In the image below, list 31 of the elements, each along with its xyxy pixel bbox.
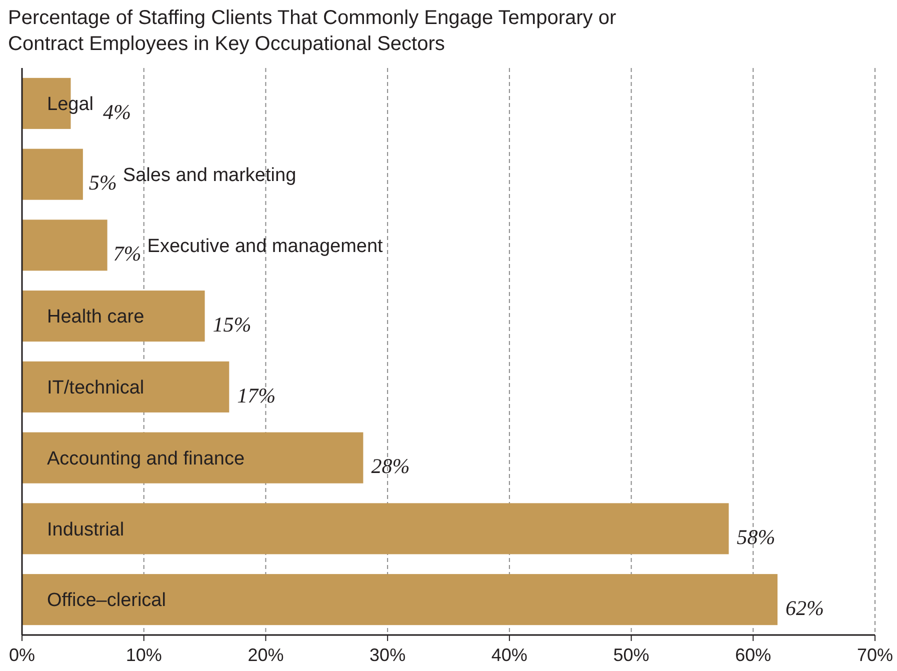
y-tick-label: Health care <box>47 306 144 328</box>
y-tick-label: Executive and management <box>147 236 384 257</box>
x-tick-label: 20% <box>248 645 284 665</box>
x-tick-label: 50% <box>613 645 650 665</box>
x-tick-label: 30% <box>370 645 406 665</box>
x-tick-label: 10% <box>126 645 162 665</box>
data-label: 28% <box>371 454 410 478</box>
bar <box>22 290 205 342</box>
data-label: 17% <box>237 383 276 408</box>
y-tick-label: Accounting and finance <box>47 448 245 470</box>
data-label: 7% <box>113 242 142 266</box>
data-label: 5% <box>88 170 117 195</box>
y-tick-label: Office–clerical <box>47 590 166 612</box>
bar <box>22 503 729 554</box>
bar <box>22 432 364 484</box>
x-tick-label: 60% <box>735 645 772 665</box>
chart-title: Percentage of Staffing Clients That Commonly Engage Temporary or Contract Employees in Key Occupational Sectors <box>8 7 616 55</box>
bar <box>22 148 83 200</box>
data-label: 62% <box>786 596 824 620</box>
y-tick-label: Industrial <box>47 519 124 540</box>
y-tick-label: Sales and marketing <box>122 164 296 186</box>
bar <box>22 220 108 271</box>
data-label: 4% <box>103 100 131 124</box>
y-tick-label: IT/technical <box>47 378 144 399</box>
x-tick-label: 40% <box>491 645 528 665</box>
data-label: 15% <box>212 312 252 336</box>
bar <box>22 361 230 412</box>
x-tick-label: 0% <box>8 645 36 665</box>
x-tick-label: 70% <box>856 645 894 665</box>
data-label: 58% <box>736 525 776 550</box>
bar <box>22 574 778 626</box>
